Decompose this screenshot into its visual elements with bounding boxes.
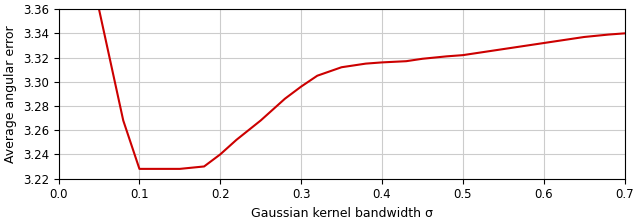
- Y-axis label: Average angular error: Average angular error: [4, 25, 17, 163]
- X-axis label: Gaussian kernel bandwidth σ: Gaussian kernel bandwidth σ: [251, 207, 433, 220]
